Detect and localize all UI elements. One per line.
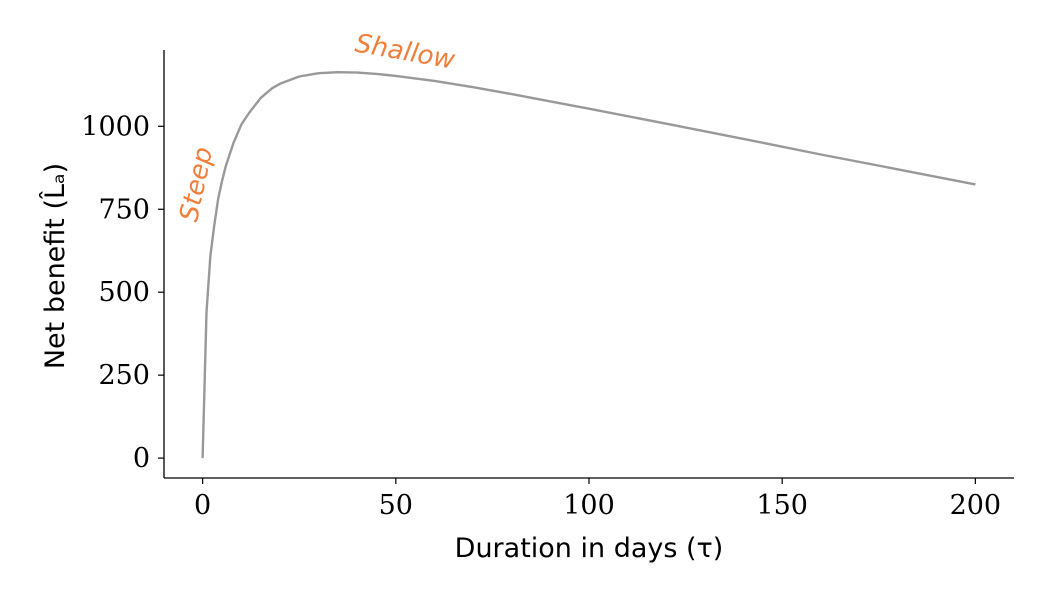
y-tick-label: 500 (98, 277, 150, 308)
axes: 0 50 100 150 200 0 250 500 750 1000 (81, 50, 1014, 521)
series-line (201, 71, 976, 459)
y-tick-label: 1000 (81, 111, 150, 142)
x-tick-label: 0 (194, 490, 211, 521)
x-axis-label: Duration in days (τ) (455, 533, 724, 564)
y-tick-label: 250 (98, 360, 150, 391)
annotations-group: Steep Shallow (174, 29, 458, 225)
x-tick-label: 50 (379, 490, 413, 521)
y-tick-label: 750 (98, 194, 150, 225)
y-tick-label: 0 (133, 443, 150, 474)
x-tick-label: 200 (950, 490, 1002, 521)
x-tick-label: 100 (563, 490, 615, 521)
series-group (201, 71, 976, 459)
annotation-shallow: Shallow (353, 29, 458, 76)
annotation-steep: Steep (174, 144, 219, 224)
x-tick-label: 150 (756, 490, 808, 521)
y-axis-label: Net benefit (L̂ₐ) (39, 163, 71, 369)
